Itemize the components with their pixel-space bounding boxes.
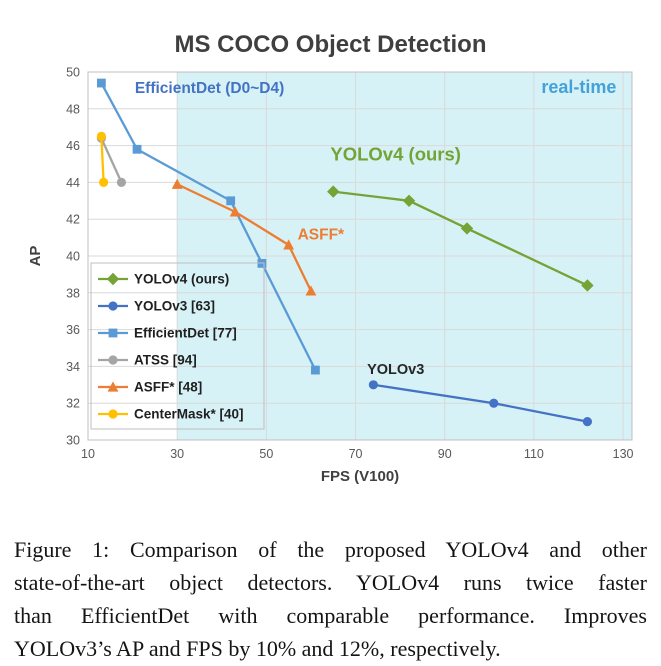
legend-label-yolov4: YOLOv4 (ours): [134, 272, 229, 287]
legend-box: [90, 262, 265, 430]
x-tick-label: 30: [170, 447, 184, 461]
series-yolov3-circle-marker: [489, 398, 499, 408]
y-tick-label: 36: [66, 323, 80, 337]
x-tick-label: 110: [524, 447, 544, 461]
legend-yolov3-circle-marker: [108, 301, 118, 311]
figure-caption-line: state-of-the-art object detectors. YOLOv…: [14, 570, 647, 595]
figure-caption-line: Figure 1: Comparison of the proposed YOL…: [14, 537, 647, 562]
y-tick-label: 40: [66, 250, 80, 264]
series-asff-triangle-marker: [305, 285, 317, 296]
chart-title: MS COCO Object Detection: [174, 31, 486, 58]
series-yolov4-diamond-marker: [402, 194, 416, 207]
series-yolov3-circle-marker: [368, 380, 378, 390]
x-tick-label: 90: [438, 447, 452, 461]
y-axis-title: AP: [27, 246, 44, 267]
legend-label-yolov3: YOLOv3 [63]: [134, 299, 215, 314]
series-efficientdet-square-marker: [226, 196, 236, 206]
legend-centermask-circle-marker: [108, 409, 118, 419]
series-asff-triangle-marker: [171, 178, 183, 189]
legend-efficientdet-square-marker: [108, 328, 118, 338]
legend-asff-triangle-marker: [107, 381, 119, 392]
y-tick-label: 46: [66, 139, 80, 153]
y-tick-label: 42: [66, 213, 80, 227]
series-yolov4-diamond-marker: [460, 222, 474, 235]
y-tick-label: 34: [66, 360, 80, 374]
series-efficientdet-square-marker: [311, 365, 320, 375]
annotation-efficientdet-label: EfficientDet (D0~D4): [135, 80, 284, 97]
legend-label-asff: ASFF* [48]: [134, 380, 202, 395]
figure-caption: Figure 1: Comparison of the proposed YOL…: [14, 533, 647, 665]
x-tick-label: 70: [349, 447, 363, 461]
legend-atss-circle-marker: [108, 355, 118, 365]
series-line-yolov4: [333, 190, 588, 287]
series-centermask-circle-marker: [96, 131, 106, 141]
y-tick-label: 32: [66, 397, 80, 411]
y-tick-label: 38: [66, 286, 80, 300]
x-tick-label: 130: [613, 447, 634, 461]
annotation-asff-label: ASFF*: [298, 226, 345, 243]
x-tick-label: 50: [259, 447, 273, 461]
series-line-asff: [176, 183, 312, 292]
x-tick-label: 10: [81, 447, 95, 461]
series-yolov4-diamond-marker: [327, 185, 340, 198]
annotation-yolov3-label: YOLOv3: [367, 362, 424, 378]
series-yolov3-circle-marker: [582, 417, 593, 427]
series-asff-triangle-marker: [283, 239, 295, 250]
series-yolov4-diamond-marker: [581, 279, 594, 292]
series-line-centermask: [100, 136, 105, 183]
series-line-atss: [100, 137, 123, 183]
legend-label-centermask: CenterMask* [40]: [134, 407, 244, 422]
legend-label-atss: ATSS [94]: [134, 353, 197, 368]
legend-label-efficientdet: EfficientDet [77]: [134, 326, 237, 341]
x-axis-title: FPS (V100): [321, 468, 399, 485]
series-asff-triangle-marker: [229, 206, 241, 217]
y-tick-label: 50: [66, 66, 80, 80]
series-efficientdet-square-marker: [132, 144, 142, 154]
series-efficientdet-square-marker: [96, 78, 106, 88]
y-tick-label: 48: [66, 102, 80, 116]
y-tick-label: 44: [66, 176, 80, 190]
annotation-yolov4-label: YOLOv4 (ours): [330, 143, 461, 164]
series-centermask-circle-marker: [99, 177, 109, 187]
figure-caption-line: than EfficientDet with comparable perfor…: [14, 603, 647, 628]
series-atss-circle-marker: [116, 177, 127, 187]
figure-caption-line: YOLOv3’s AP and FPS by 10% and 12%, resp…: [14, 636, 501, 661]
plot-border: [87, 71, 633, 441]
legend-yolov4-diamond-marker: [106, 272, 120, 286]
annotation-realtime-label: real-time: [541, 77, 616, 97]
y-tick-label: 30: [66, 434, 80, 448]
